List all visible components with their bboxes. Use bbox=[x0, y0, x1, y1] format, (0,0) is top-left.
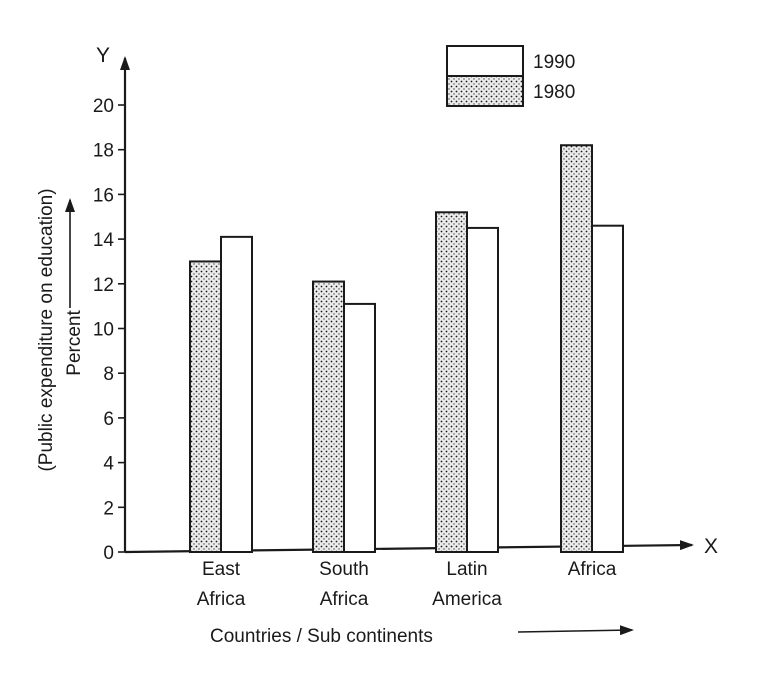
y-tick-label: 12 bbox=[93, 275, 114, 296]
bar-1980-0 bbox=[189, 260, 222, 553]
y-ticks: 0 2 4 6 8 10 12 14 16 18 20 bbox=[93, 96, 125, 564]
y-tick-label: 14 bbox=[93, 230, 115, 251]
y-axis-title-line-1: (Public expenditure on education) bbox=[36, 188, 57, 471]
y-tick-label: 4 bbox=[103, 454, 114, 475]
legend-label-1990: 1990 bbox=[533, 52, 575, 73]
y-tick-label: 18 bbox=[93, 141, 114, 162]
legend-swatch-1980 bbox=[446, 75, 524, 107]
legend-swatch-1990 bbox=[446, 45, 524, 77]
category-label: South bbox=[319, 559, 369, 580]
category-label: Africa bbox=[568, 559, 617, 580]
category-label: East bbox=[202, 559, 241, 580]
bar-1990-3 bbox=[591, 224, 624, 553]
legend-label-1980: 1980 bbox=[533, 82, 575, 103]
y-tick-label: 10 bbox=[93, 320, 114, 341]
bar-1990-0 bbox=[220, 235, 253, 554]
y-axis-letter: Y bbox=[96, 44, 110, 67]
category-label: America bbox=[432, 589, 502, 610]
y-tick-label: 6 bbox=[103, 409, 114, 430]
y-tick-label: 2 bbox=[103, 498, 114, 519]
bar-1990-2 bbox=[466, 226, 499, 554]
y-tick-label: 16 bbox=[93, 185, 114, 206]
y-axis-title: (Public expenditure on education) Percen… bbox=[36, 188, 85, 471]
x-axis-title: Countries / Sub continents bbox=[210, 626, 433, 647]
category-label: Latin bbox=[446, 559, 487, 580]
x-axis-title-arrow bbox=[517, 625, 634, 636]
category-label: Africa bbox=[197, 589, 246, 610]
bar-1980-1 bbox=[312, 280, 345, 553]
category-label: Africa bbox=[320, 589, 369, 610]
bar-1980-3 bbox=[560, 144, 593, 553]
y-tick-label: 0 bbox=[103, 543, 114, 564]
y-tick-label: 20 bbox=[93, 96, 114, 117]
y-tick-label: 8 bbox=[103, 364, 114, 385]
bar-1990-1 bbox=[343, 302, 376, 554]
y-axis-title-line-2: Percent bbox=[64, 310, 85, 376]
bar-1980-2 bbox=[435, 211, 468, 553]
legend: 1990 1980 bbox=[446, 45, 575, 107]
x-axis-letter: X bbox=[704, 535, 718, 558]
bars bbox=[189, 144, 624, 554]
category-labels: East Africa South Africa Latin America Africa bbox=[197, 559, 617, 610]
